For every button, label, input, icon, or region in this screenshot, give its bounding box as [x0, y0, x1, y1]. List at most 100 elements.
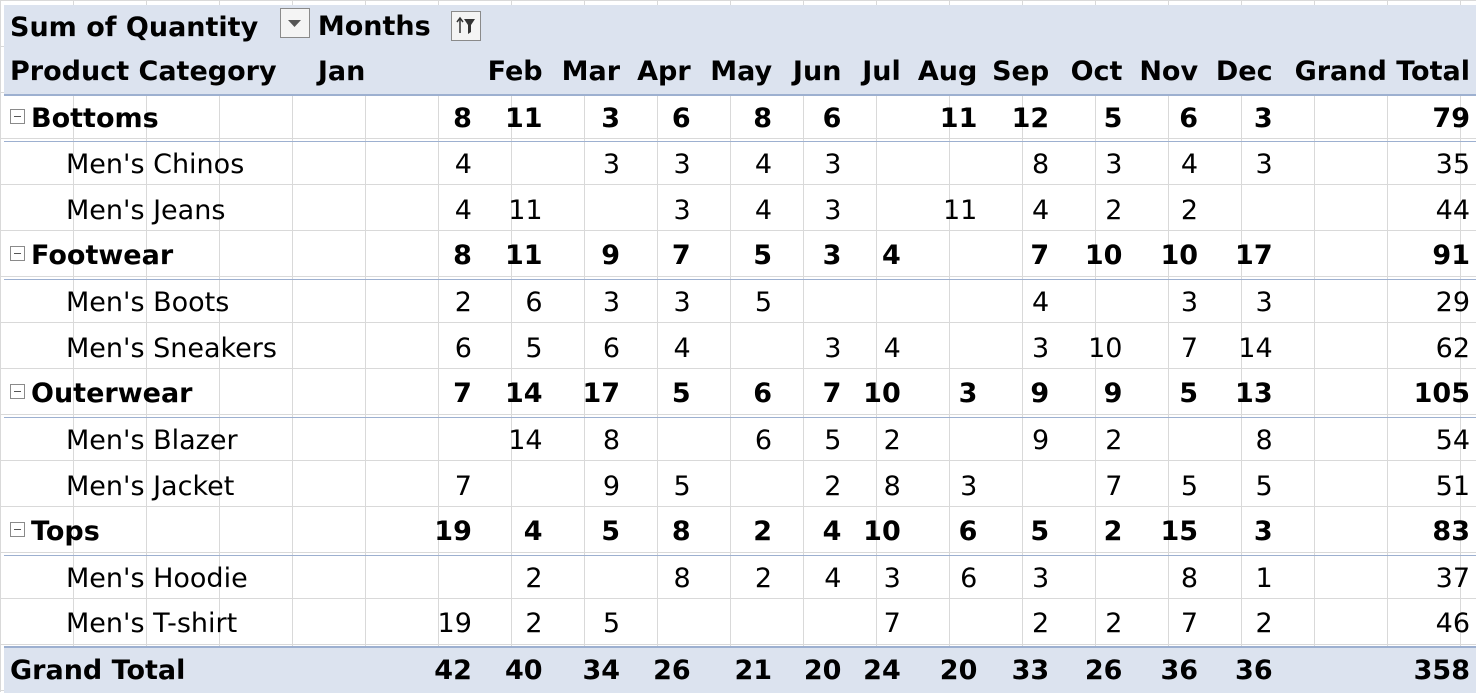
value-cell-sep[interactable]: 5 — [983, 509, 1056, 556]
value-cell-may[interactable] — [697, 325, 778, 371]
value-cell-jan[interactable]: 7 — [454, 470, 472, 502]
row-total-cell[interactable]: 79 — [1278, 95, 1476, 142]
value-cell-dec[interactable]: 3 — [1255, 148, 1273, 180]
value-cell-may[interactable] — [697, 463, 778, 509]
value-cell-jan[interactable] — [312, 417, 478, 463]
value-cell-jun[interactable]: 3 — [778, 233, 848, 280]
value-cell-jun[interactable] — [778, 601, 847, 647]
value-cell-oct[interactable]: 3 — [1105, 148, 1123, 180]
value-cell-jul[interactable]: 4 — [847, 233, 907, 280]
value-cell-aug[interactable] — [907, 325, 984, 371]
value-cell-aug[interactable]: 11 — [943, 194, 978, 226]
value-cell-nov[interactable]: 5 — [1128, 371, 1205, 418]
value-cell-nov[interactable]: 6 — [1128, 95, 1205, 142]
value-cell-apr[interactable]: 3 — [673, 286, 691, 318]
value-cell-may[interactable]: 6 — [754, 424, 773, 456]
value-cell-aug[interactable] — [907, 601, 984, 647]
value-cell-jan[interactable]: 8 — [311, 233, 478, 280]
value-cell-jan[interactable]: 2 — [454, 286, 472, 318]
row-total-cell[interactable]: 35 — [1435, 148, 1470, 180]
value-cell-jun[interactable]: 4 — [778, 509, 848, 556]
value-cell-apr[interactable]: 4 — [673, 332, 691, 364]
value-cell-jul[interactable]: 3 — [883, 562, 901, 594]
value-cell-aug[interactable] — [907, 141, 984, 187]
row-total-cell[interactable]: 83 — [1278, 509, 1476, 556]
value-cell-aug[interactable] — [906, 233, 984, 280]
value-cell-feb[interactable] — [478, 463, 549, 509]
value-cell-oct[interactable]: 2 — [1055, 509, 1129, 556]
value-cell-jul[interactable] — [847, 95, 907, 142]
value-cell-nov[interactable]: 4 — [1180, 148, 1199, 180]
value-cell-jun[interactable]: 2 — [824, 470, 842, 502]
value-cell-nov[interactable]: 2 — [1180, 194, 1199, 226]
value-cell-apr[interactable]: 7 — [626, 233, 697, 280]
value-cell-feb[interactable]: 5 — [525, 332, 543, 364]
value-cell-may[interactable]: 4 — [754, 194, 773, 226]
value-cell-jun[interactable]: 7 — [778, 371, 848, 418]
value-cell-may[interactable]: 5 — [754, 286, 773, 318]
value-cell-aug[interactable]: 6 — [906, 509, 984, 556]
row-total-cell[interactable]: 37 — [1435, 562, 1470, 594]
value-cell-jul[interactable] — [847, 187, 906, 233]
value-cell-may[interactable] — [697, 601, 778, 647]
value-cell-dec[interactable]: 5 — [1255, 470, 1273, 502]
value-cell-jun[interactable]: 3 — [824, 332, 842, 364]
value-cell-oct[interactable]: 10 — [1055, 233, 1129, 280]
value-cell-feb[interactable]: 14 — [508, 424, 543, 456]
value-cell-jun[interactable]: 5 — [824, 424, 842, 456]
grand-total-cell-oct[interactable]: 26 — [1055, 646, 1129, 693]
value-cell-jan[interactable]: 19 — [437, 608, 472, 639]
value-cell-dec[interactable] — [1204, 187, 1279, 233]
value-cell-apr[interactable]: 5 — [626, 371, 697, 418]
value-cell-jul[interactable]: 4 — [883, 332, 901, 364]
row-total-cell[interactable]: 105 — [1278, 371, 1476, 418]
value-cell-dec[interactable]: 14 — [1238, 332, 1273, 364]
value-cell-jun[interactable]: 3 — [824, 194, 842, 226]
value-cell-mar[interactable]: 3 — [602, 148, 621, 180]
grand-total-cell-dec[interactable]: 36 — [1204, 646, 1279, 693]
value-cell-oct[interactable]: 2 — [1105, 608, 1123, 639]
value-cell-sep[interactable]: 7 — [983, 233, 1056, 280]
value-cell-dec[interactable]: 3 — [1204, 95, 1279, 142]
grand-total-cell-apr[interactable]: 26 — [626, 646, 697, 693]
value-cell-jul[interactable]: 10 — [847, 509, 907, 556]
value-cell-nov[interactable]: 10 — [1128, 233, 1205, 280]
value-cell-jun[interactable]: 6 — [778, 95, 848, 142]
value-cell-mar[interactable]: 3 — [602, 286, 621, 318]
row-total-cell[interactable]: 54 — [1435, 424, 1470, 456]
value-cell-mar[interactable] — [549, 555, 626, 601]
collapse-minus-icon[interactable] — [10, 384, 25, 400]
value-cell-apr[interactable]: 6 — [626, 95, 697, 142]
grand-total-cell-mar[interactable]: 34 — [548, 646, 627, 693]
value-cell-feb[interactable]: 14 — [477, 371, 549, 418]
value-cell-oct[interactable]: 10 — [1088, 332, 1123, 364]
value-cell-feb[interactable] — [478, 141, 549, 187]
value-cell-sep[interactable]: 9 — [1031, 424, 1050, 456]
value-cell-mar[interactable]: 9 — [548, 233, 627, 280]
value-cell-jan[interactable]: 19 — [311, 509, 478, 556]
grand-total-cell-jul[interactable]: 24 — [847, 646, 907, 693]
grand-total-cell-sep[interactable]: 33 — [983, 646, 1056, 693]
value-cell-sep[interactable] — [983, 463, 1055, 509]
value-cell-feb[interactable]: 6 — [525, 286, 543, 318]
value-cell-nov[interactable]: 8 — [1180, 562, 1199, 594]
value-cell-aug[interactable] — [907, 417, 984, 463]
value-cell-sep[interactable]: 2 — [1031, 608, 1050, 639]
value-cell-mar[interactable]: 5 — [548, 509, 627, 556]
value-cell-dec[interactable]: 2 — [1255, 608, 1273, 639]
value-cell-mar[interactable]: 5 — [602, 608, 621, 639]
value-cell-sep[interactable]: 3 — [1031, 332, 1050, 364]
value-cell-jan[interactable]: 4 — [454, 194, 472, 226]
value-cell-jan[interactable] — [312, 555, 478, 601]
value-cell-nov[interactable] — [1128, 417, 1204, 463]
value-cell-jul[interactable]: 2 — [883, 424, 901, 456]
value-cell-oct[interactable]: 2 — [1105, 424, 1123, 456]
collapse-minus-icon[interactable] — [10, 246, 25, 262]
value-cell-aug[interactable]: 11 — [906, 95, 984, 142]
grand-total-cell-may[interactable]: 21 — [696, 646, 779, 693]
value-cell-sep[interactable]: 4 — [1031, 286, 1050, 318]
value-cell-aug[interactable] — [907, 279, 984, 325]
value-cell-may[interactable]: 8 — [696, 95, 779, 142]
value-cell-apr[interactable]: 8 — [626, 509, 697, 556]
value-cell-oct[interactable]: 7 — [1105, 470, 1123, 502]
